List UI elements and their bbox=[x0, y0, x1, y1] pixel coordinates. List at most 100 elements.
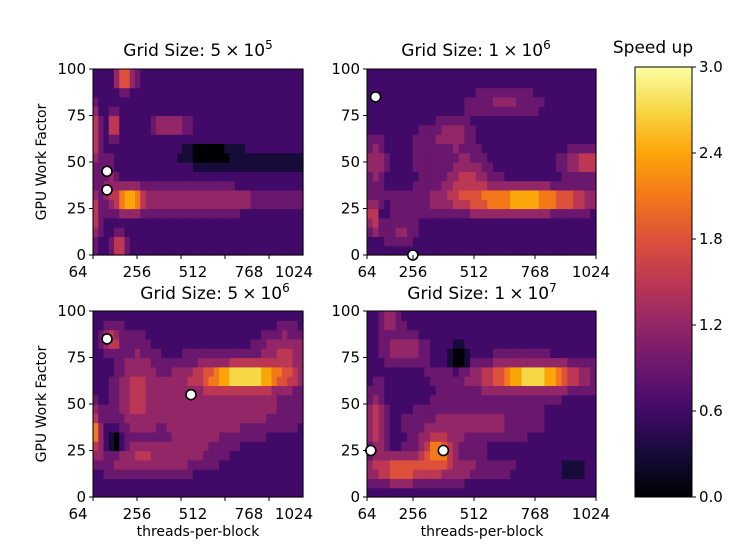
heatmap-cell bbox=[213, 69, 220, 79]
heatmap-cell bbox=[93, 348, 99, 359]
heatmap-cell bbox=[487, 152, 494, 163]
heatmap-cell bbox=[98, 487, 105, 498]
heatmap-cell bbox=[108, 329, 115, 340]
heatmap-cell bbox=[198, 385, 204, 396]
heatmap-cell bbox=[578, 143, 586, 154]
heatmap-cell bbox=[255, 152, 262, 163]
heatmap-cell bbox=[276, 404, 283, 414]
heatmap-cell bbox=[266, 162, 273, 172]
panel-2-xtick-label: 768 bbox=[235, 505, 264, 523]
heatmap-cell bbox=[213, 245, 220, 256]
heatmap-cell bbox=[124, 199, 131, 210]
heatmap-cell bbox=[584, 394, 591, 405]
heatmap-cell bbox=[372, 478, 380, 489]
heatmap-cell bbox=[521, 422, 528, 433]
heatmap-cell bbox=[441, 180, 448, 191]
heatmap-cell bbox=[470, 469, 477, 479]
heatmap-cell bbox=[441, 143, 448, 154]
heatmap-cell bbox=[561, 413, 568, 424]
heatmap-cell bbox=[573, 171, 580, 182]
heatmap-cell bbox=[538, 450, 546, 461]
heatmap-cell bbox=[429, 189, 437, 200]
heatmap-cell bbox=[470, 208, 477, 219]
heatmap-cell bbox=[187, 189, 194, 200]
heatmap-cell bbox=[119, 487, 126, 498]
heatmap-cell bbox=[287, 357, 294, 368]
heatmap-cell bbox=[550, 115, 557, 126]
heatmap-cell bbox=[470, 348, 477, 359]
heatmap-cell bbox=[504, 245, 511, 256]
heatmap-cell bbox=[219, 171, 225, 182]
heatmap-cell bbox=[119, 431, 126, 442]
heatmap-cell bbox=[177, 329, 183, 340]
heatmap-cell bbox=[229, 180, 236, 191]
heatmap-cell bbox=[297, 431, 304, 442]
heatmap-cell bbox=[140, 245, 147, 256]
heatmap-cell bbox=[590, 469, 597, 479]
heatmap-cell bbox=[429, 311, 437, 321]
heatmap-cell bbox=[378, 124, 385, 135]
heatmap-cell bbox=[124, 450, 131, 461]
heatmap-cell bbox=[452, 171, 460, 182]
heatmap-cell bbox=[555, 162, 563, 172]
heatmap-cell bbox=[452, 385, 460, 396]
heatmap-cell bbox=[533, 478, 540, 489]
panel-0-markers bbox=[101, 165, 113, 196]
heatmap-cell bbox=[475, 366, 483, 377]
panel-0-ytick-label: 25 bbox=[67, 200, 86, 218]
heatmap-cell bbox=[578, 78, 586, 89]
heatmap-cell bbox=[140, 487, 147, 498]
heatmap-cell bbox=[407, 171, 414, 182]
heatmap-cell bbox=[276, 227, 283, 237]
heatmap-cell bbox=[533, 329, 540, 340]
heatmap-cell bbox=[198, 450, 204, 461]
heatmap-cell bbox=[187, 236, 194, 247]
heatmap-cell bbox=[287, 385, 294, 396]
heatmap-cell bbox=[240, 450, 246, 461]
heatmap-cell bbox=[521, 245, 528, 256]
heatmap-cell bbox=[98, 171, 105, 182]
panel-2-title-base: 10 bbox=[260, 284, 282, 304]
heatmap-cell bbox=[510, 134, 517, 144]
heatmap-cell bbox=[135, 469, 141, 479]
heatmap-cell bbox=[240, 87, 246, 98]
heatmap-cell bbox=[401, 180, 408, 191]
heatmap-cell bbox=[435, 227, 443, 237]
heatmap-cell bbox=[219, 124, 225, 135]
heatmap-cell bbox=[447, 162, 454, 172]
heatmap-cell bbox=[475, 394, 483, 405]
heatmap-cell bbox=[578, 329, 586, 340]
heatmap-cell bbox=[521, 385, 528, 396]
heatmap-cell bbox=[150, 124, 157, 135]
heatmap-cell bbox=[412, 394, 420, 405]
heatmap-cell bbox=[224, 134, 231, 144]
heatmap-cell bbox=[367, 413, 374, 424]
heatmap-cell bbox=[424, 115, 431, 126]
heatmap-cell bbox=[98, 217, 105, 228]
heatmap-cell bbox=[447, 245, 454, 256]
heatmap-cell bbox=[492, 487, 500, 498]
heatmap-cell bbox=[150, 478, 157, 489]
heatmap-cell bbox=[245, 320, 252, 331]
heatmap-cell bbox=[533, 217, 540, 228]
heatmap-cell bbox=[103, 441, 110, 452]
heatmap-cell bbox=[276, 189, 283, 200]
heatmap-cell bbox=[544, 217, 551, 228]
heatmap-cell bbox=[464, 162, 471, 172]
heatmap-cell bbox=[166, 143, 173, 154]
heatmap-cell bbox=[276, 134, 283, 144]
heatmap-cell bbox=[418, 450, 425, 461]
heatmap-cell bbox=[192, 450, 199, 461]
heatmap-cell bbox=[464, 329, 471, 340]
heatmap-cell bbox=[464, 487, 471, 498]
heatmap-cell bbox=[367, 162, 374, 172]
heatmap-cell bbox=[124, 180, 131, 191]
heatmap-cell bbox=[224, 162, 231, 172]
heatmap-cell bbox=[187, 245, 194, 256]
heatmap-cell bbox=[266, 469, 273, 479]
heatmap-cell bbox=[590, 329, 597, 340]
heatmap-cell bbox=[224, 87, 231, 98]
heatmap-cell bbox=[234, 152, 241, 163]
heatmap-cell bbox=[407, 96, 414, 107]
heatmap-cell bbox=[498, 217, 505, 228]
